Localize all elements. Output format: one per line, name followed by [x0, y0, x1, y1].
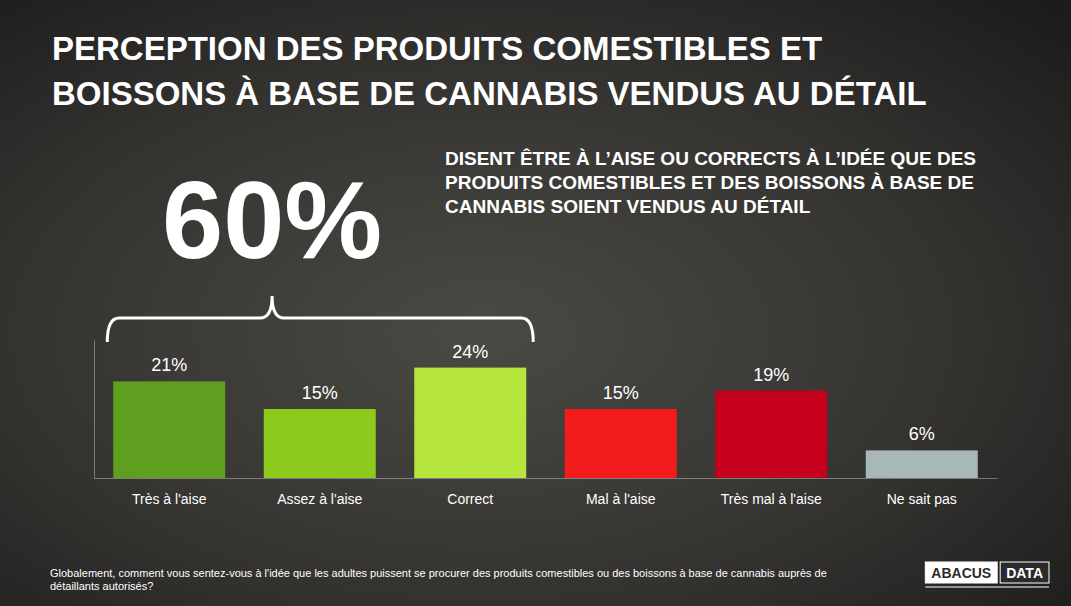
- x-axis: Très à l'aise Assez à l'aise Correct Mal à …: [95, 478, 998, 507]
- bar: [866, 450, 978, 478]
- data-label: 19%: [753, 365, 789, 385]
- source-box: [1000, 562, 1049, 583]
- source-text: ABACUS: [931, 565, 991, 581]
- x-tick-label: Mal à l'aise: [586, 491, 656, 507]
- y-axis-line: [94, 341, 95, 479]
- data-label: 15%: [302, 383, 338, 403]
- x-tick: Correct: [447, 478, 493, 507]
- x-tick-label: Très mal à l'aise: [721, 491, 822, 507]
- data-labels: 21% 15% 24% 15% 19% 6%: [151, 342, 935, 445]
- x-tick: Très mal à l'aise: [721, 478, 822, 507]
- x-tick-label: Assez à l'aise: [277, 491, 362, 507]
- title-group: PERCEPTION DES PRODUITS COMESTIBLES ET BO…: [52, 30, 927, 112]
- bar: [414, 368, 526, 478]
- bar: [715, 391, 827, 478]
- highlight-text-line: DISENT ÊTRE À L’AISE OU CORRECTS À L’IDÉ…: [445, 148, 976, 169]
- background: [0, 0, 1071, 606]
- footnote-line: détaillants autorisés?: [50, 580, 153, 592]
- title: PERCEPTION DES PRODUITS COMESTIBLES ET: [52, 30, 822, 67]
- footnote-line: Globalement, comment vous sentez-vous à …: [50, 567, 827, 579]
- source-underline: [925, 587, 1049, 588]
- x-tick-label: Très à l'aise: [132, 491, 207, 507]
- data-label: 6%: [909, 424, 935, 444]
- highlight-text: DISENT ÊTRE À L’AISE OU CORRECTS À L’IDÉ…: [445, 148, 976, 217]
- bracket: [107, 296, 533, 342]
- highlight-text-line: CANNABIS SOIENT VENDUS AU DÉTAIL: [445, 196, 811, 217]
- highlight-text-line: PRODUITS COMESTIBLES ET DES BOISSONS À B…: [445, 172, 974, 193]
- annotation: 60% DISENT ÊTRE À L’AISE OU CORRECTS À L’…: [107, 148, 976, 342]
- x-tick: Assez à l'aise: [277, 478, 362, 507]
- data-label: 24%: [452, 342, 488, 362]
- data-label: 21%: [151, 355, 187, 375]
- highlight-number: 60%: [162, 158, 382, 281]
- x-tick: Ne sait pas: [887, 478, 957, 507]
- bars: [113, 368, 977, 478]
- bar: [264, 409, 376, 478]
- x-axis-line: [95, 478, 998, 479]
- source-text: DATA: [1006, 565, 1043, 581]
- x-tick: Mal à l'aise: [586, 478, 656, 507]
- source-logo: ABACUS DATA: [925, 562, 1049, 587]
- y-axis: [94, 341, 95, 479]
- chart-root: PERCEPTION DES PRODUITS COMESTIBLES ET BO…: [0, 0, 1071, 606]
- x-tick-label: Ne sait pas: [887, 491, 957, 507]
- data-label: 15%: [603, 383, 639, 403]
- x-tick: Très à l'aise: [132, 478, 207, 507]
- bar: [565, 409, 677, 478]
- bar: [113, 381, 225, 478]
- source-box: [925, 562, 997, 583]
- footnote: Globalement, comment vous sentez-vous à …: [50, 567, 827, 592]
- title: BOISSONS À BASE DE CANNABIS VENDUS AU DÉ…: [52, 75, 927, 112]
- x-tick-label: Correct: [447, 491, 493, 507]
